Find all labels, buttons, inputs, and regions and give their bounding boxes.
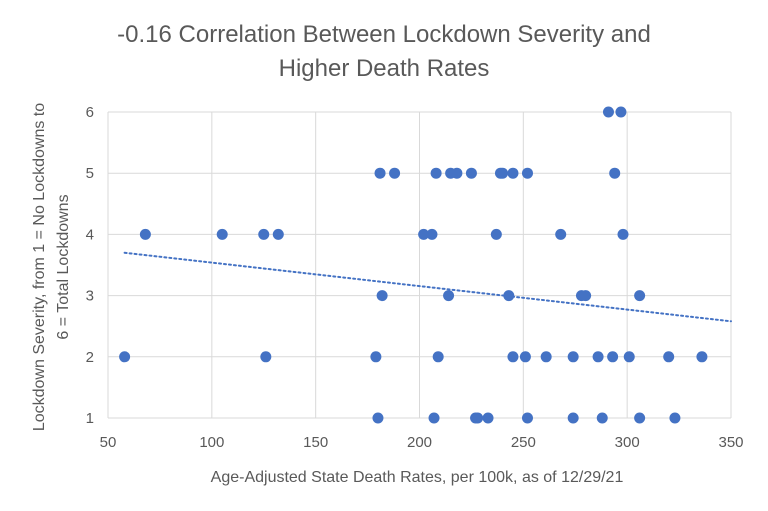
data-point (472, 412, 484, 424)
trendline-layer (123, 251, 732, 323)
data-point (389, 167, 401, 179)
y-tick-label: 5 (86, 165, 94, 182)
data-point (119, 351, 131, 363)
data-point (465, 167, 477, 179)
data-point (451, 167, 463, 179)
x-axis-ticks: 50 100 150 200 250 300 350 (100, 434, 744, 451)
x-tick-label: 350 (718, 434, 743, 451)
y-tick-label: 3 (86, 288, 94, 305)
data-point (592, 351, 604, 363)
data-point (617, 228, 629, 240)
data-point (521, 412, 533, 424)
data-point (634, 412, 646, 424)
data-point (443, 290, 455, 302)
data-point (507, 167, 519, 179)
data-point (432, 351, 444, 363)
x-tick-label: 100 (199, 434, 224, 451)
data-points (119, 106, 708, 424)
data-point (490, 228, 502, 240)
chart-title: -0.16 Correlation Between Lockdown Sever… (0, 18, 768, 86)
data-point (376, 290, 388, 302)
data-point (519, 351, 531, 363)
x-tick-label: 150 (303, 434, 328, 451)
y-axis-label: Lockdown Severity, from 1 = No Lockdowns… (31, 103, 72, 431)
data-point (272, 228, 284, 240)
data-point (428, 412, 440, 424)
data-point (623, 351, 635, 363)
data-point (139, 228, 151, 240)
x-tick-label: 50 (100, 434, 117, 451)
trendline (123, 251, 732, 323)
data-point (426, 228, 438, 240)
data-point (258, 228, 270, 240)
chart-title-line-1: -0.16 Correlation Between Lockdown Sever… (117, 21, 651, 48)
y-tick-label: 6 (86, 104, 94, 121)
gridlines (107, 111, 732, 419)
data-point (663, 351, 675, 363)
data-point (260, 351, 272, 363)
data-point (609, 167, 621, 179)
data-point (372, 412, 384, 424)
data-point (596, 412, 608, 424)
data-point (607, 351, 619, 363)
data-point (370, 351, 382, 363)
data-point (430, 167, 442, 179)
data-point (216, 228, 228, 240)
data-point (540, 351, 552, 363)
chart-title-line-2: Higher Death Rates (278, 55, 490, 82)
data-point (615, 106, 627, 118)
y-tick-label: 1 (86, 410, 94, 427)
y-axis-ticks: 1 2 3 4 5 6 (86, 104, 94, 427)
y-tick-label: 2 (86, 349, 94, 366)
data-point (507, 351, 519, 363)
data-point (555, 228, 567, 240)
data-point (567, 412, 579, 424)
data-point (602, 106, 614, 118)
x-tick-label: 200 (407, 434, 432, 451)
x-tick-label: 300 (615, 434, 640, 451)
data-point (567, 351, 579, 363)
data-point (521, 167, 533, 179)
data-point (634, 290, 646, 302)
data-point (418, 228, 430, 240)
y-axis-label-line-1: Lockdown Severity, from 1 = No Lockdowns… (31, 103, 48, 431)
data-point (482, 412, 494, 424)
x-axis-label: Age-Adjusted State Death Rates, per 100k… (211, 469, 624, 486)
data-point (580, 290, 592, 302)
data-point (503, 290, 515, 302)
data-point (374, 167, 386, 179)
data-point (669, 412, 681, 424)
x-tick-label: 250 (511, 434, 536, 451)
data-point (497, 167, 509, 179)
y-axis-label-line-2: 6 = Total Lockdowns (55, 194, 72, 339)
data-point (696, 351, 708, 363)
y-tick-label: 4 (86, 226, 94, 243)
